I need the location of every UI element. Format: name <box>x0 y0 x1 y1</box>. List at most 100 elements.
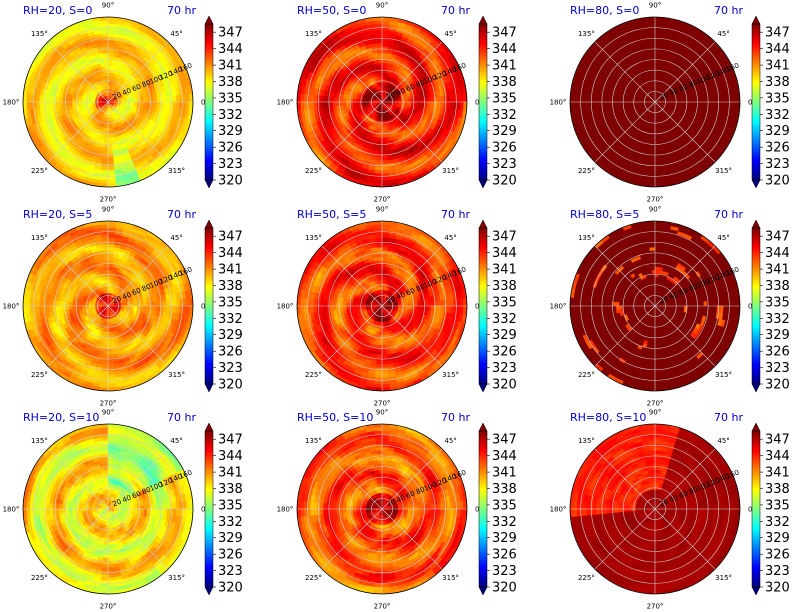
angle-tick-label: 225° <box>578 167 595 175</box>
colorbar-tick-label: 344 <box>765 449 790 464</box>
radius-tick-label: 80 <box>141 485 152 496</box>
colorbar-tick-label: 344 <box>492 42 517 57</box>
angle-tick-label: 180° <box>550 506 567 514</box>
panel-time-label: 70 hr <box>441 208 470 221</box>
radius-tick-label: 40 <box>395 494 406 505</box>
panel-title: RH=50, S=5 <box>297 208 366 221</box>
colorbar-bar <box>478 23 488 181</box>
radius-tick-label: 80 <box>415 282 426 293</box>
angle-tick-label: 225° <box>31 371 48 379</box>
grid-spoke <box>321 508 383 570</box>
colorbar-tick-label: 347 <box>765 433 790 448</box>
colorbar-min-arrow <box>204 586 214 596</box>
colorbar-tick-label: 335 <box>218 91 243 106</box>
colorbar-max-arrow <box>751 15 761 25</box>
radius-tick-label: 20 <box>385 91 396 102</box>
colorbar-tick-label: 326 <box>218 141 243 156</box>
colorbar-tick-label: 335 <box>765 295 790 310</box>
grid-spoke <box>47 508 109 570</box>
angle-tick-label: 270° <box>374 603 391 611</box>
colorbar-tick-label: 338 <box>218 482 243 497</box>
colorbar-max-arrow <box>478 422 488 432</box>
angle-tick-label: 225° <box>305 371 322 379</box>
angle-tick-label: 270° <box>374 400 391 408</box>
angle-tick-label: 225° <box>31 574 48 582</box>
polar-panel: RH=20, S=070 hr0°45°90°135°180°225°270°3… <box>3 2 243 204</box>
colorbar-bar <box>478 227 488 385</box>
colorbar-min-arrow <box>478 179 488 189</box>
panel-title: RH=20, S=0 <box>23 4 92 17</box>
colorbar-tick-label: 329 <box>765 531 790 546</box>
grid-spoke <box>381 41 443 103</box>
contour-field <box>23 221 193 391</box>
radius-tick-label: 20 <box>111 498 122 509</box>
polar-panel: RH=20, S=570 hr0°45°90°135°180°225°270°3… <box>3 206 243 408</box>
colorbar-max-arrow <box>204 219 214 229</box>
angle-tick-label: 45° <box>444 234 456 242</box>
colorbar-tick-label: 320 <box>218 174 243 189</box>
colorbar-tick-label: 326 <box>765 548 790 563</box>
colorbar-min-arrow <box>751 179 761 189</box>
colorbar-tick-label: 326 <box>492 548 517 563</box>
grid-spoke <box>381 245 443 307</box>
angle-tick-label: 180° <box>3 99 20 107</box>
grid-spoke <box>321 41 383 103</box>
grid-spoke <box>381 305 443 367</box>
colorbar-min-arrow <box>204 179 214 189</box>
radius-tick-label: 60 <box>131 287 142 298</box>
colorbar-tick-label: 326 <box>492 141 517 156</box>
colorbar-tick-label: 341 <box>765 263 790 278</box>
angle-tick-label: 45° <box>717 437 729 445</box>
panel-time-label: 70 hr <box>441 411 470 424</box>
grid-spoke <box>594 448 656 510</box>
angle-tick-label: 135° <box>578 30 595 38</box>
colorbar-tick-label: 326 <box>218 548 243 563</box>
colorbar-tick-label: 326 <box>492 345 517 360</box>
radius-tick-label: 80 <box>688 78 699 89</box>
polar-frame <box>22 16 194 188</box>
grid-spoke <box>381 448 443 510</box>
colorbar-tick-label: 326 <box>765 345 790 360</box>
panel-time-label: 70 hr <box>714 411 743 424</box>
colorbar-tick-label: 347 <box>492 433 517 448</box>
angle-tick-label: 315° <box>168 167 185 175</box>
colorbar-tick-label: 338 <box>218 279 243 294</box>
colorbar-max-arrow <box>751 219 761 229</box>
colorbar-tick-label: 335 <box>492 498 517 513</box>
grid-spoke <box>107 101 169 163</box>
colorbar-tick-label: 320 <box>765 174 790 189</box>
angle-tick-label: 180° <box>3 506 20 514</box>
colorbar-tick-label: 338 <box>492 482 517 497</box>
colorbar-tick-label: 344 <box>765 42 790 57</box>
colorbar-tick-label: 332 <box>765 312 790 327</box>
grid-spoke <box>107 305 169 367</box>
angle-tick-label: 180° <box>550 99 567 107</box>
colorbar-bar <box>478 430 488 588</box>
colorbar-tick-label: 320 <box>492 581 517 596</box>
grid-spoke <box>321 305 383 367</box>
colorbar-min-arrow <box>478 586 488 596</box>
contour-field <box>570 17 740 187</box>
grid-spoke <box>594 41 656 103</box>
panel-title: RH=80, S=0 <box>570 4 639 17</box>
angle-tick-label: 270° <box>100 196 117 204</box>
radius-tick-label: 20 <box>658 498 669 509</box>
colorbar-tick-label: 323 <box>218 564 243 579</box>
grid-spoke <box>47 448 109 510</box>
colorbar-bar <box>751 227 761 385</box>
radius-tick-label: 80 <box>688 485 699 496</box>
radius-tick-label: 80 <box>141 282 152 293</box>
grid-spoke <box>47 101 109 163</box>
colorbar-tick-label: 332 <box>765 515 790 530</box>
grid-spoke <box>321 448 383 510</box>
panel-title: RH=80, S=5 <box>570 208 639 221</box>
angle-tick-label: 225° <box>578 574 595 582</box>
colorbar-max-arrow <box>478 219 488 229</box>
angle-tick-label: 180° <box>277 303 294 311</box>
polar-panel: RH=50, S=070 hr0°45°90°135°180°225°270°3… <box>277 2 517 204</box>
